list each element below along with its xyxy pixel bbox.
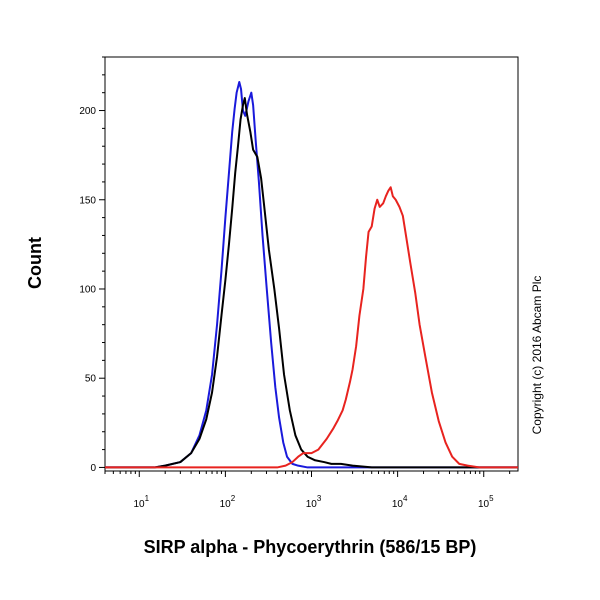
x-tick-label: 103 <box>306 494 322 510</box>
x-tick-label: 104 <box>392 494 408 510</box>
y-tick-label: 50 <box>85 374 97 385</box>
copyright-annotation: Copyright (c) 2016 Abcam Plc <box>530 276 544 435</box>
x-tick-label: 105 <box>478 494 494 510</box>
series-line-1 <box>105 80 518 469</box>
series-layer <box>105 80 518 469</box>
y-tick-label: 100 <box>79 284 96 295</box>
x-axis-title: SIRP alpha - Phycoerythrin (586/15 BP) <box>144 537 477 557</box>
y-tick-label: 0 <box>90 463 96 474</box>
y-tick-label: 200 <box>79 106 96 117</box>
plot-area: 101 102 103 104 105 0 50 100 150 200 <box>79 56 519 510</box>
y-axis-title: Count <box>25 237 45 289</box>
x-tick-label: 101 <box>133 494 149 510</box>
x-axis: 101 102 103 104 105 <box>104 471 511 510</box>
series-line-2 <box>105 97 518 469</box>
y-axis: 0 50 100 150 200 <box>79 56 105 474</box>
y-tick-label: 150 <box>79 195 96 206</box>
series-line-3 <box>105 186 518 469</box>
x-tick-label: 102 <box>220 494 236 510</box>
plot-frame <box>104 56 519 472</box>
